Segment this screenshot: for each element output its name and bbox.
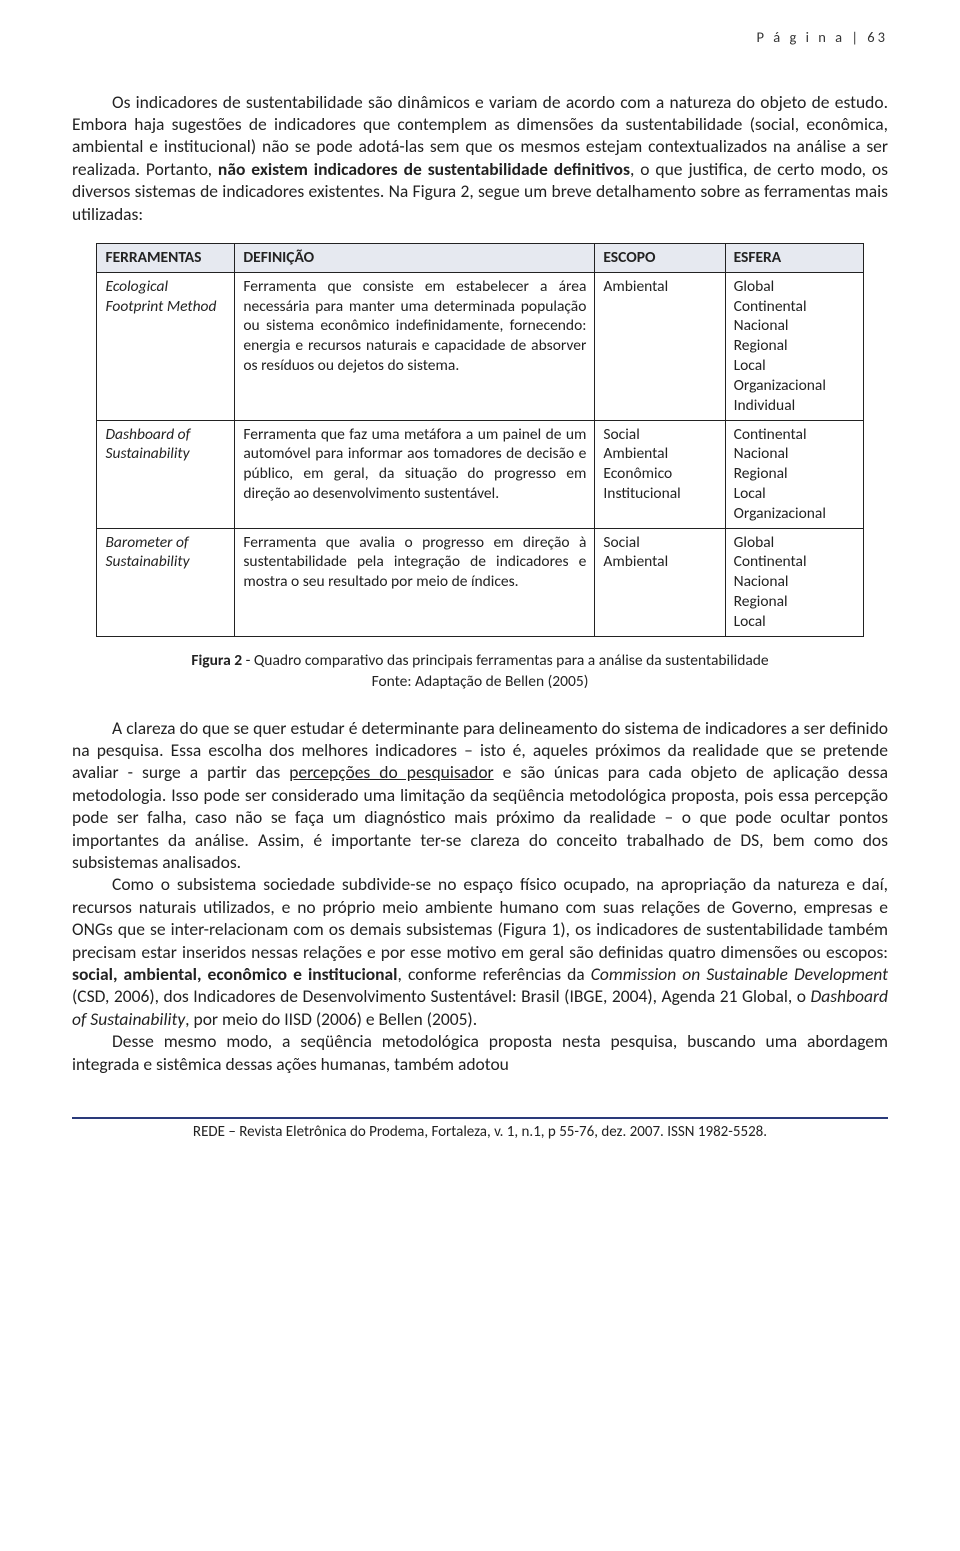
footer-divider	[72, 1117, 888, 1119]
col-header-escopo: ESCOPO	[595, 243, 725, 272]
page-number-header: P á g i n a | 63	[72, 28, 888, 47]
col-header-ferramentas: FERRAMENTAS	[97, 243, 235, 272]
body-paragraph-3: Como o subsistema sociedade subdivide-se…	[72, 873, 888, 1030]
text-span: Desse mesmo modo, a seqüência metodológi…	[72, 1030, 888, 1074]
caption-text: - Quadro comparativo das principais ferr…	[242, 651, 769, 670]
figure-caption: Figura 2 - Quadro comparativo das princi…	[72, 651, 888, 693]
col-header-definicao: DEFINIÇÃO	[235, 243, 595, 272]
cell-sphere: Continental Nacional Regional Local Orga…	[725, 420, 863, 528]
cell-scope: Social Ambiental Econômico Institucional	[595, 420, 725, 528]
cell-tool: Ecological Footprint Method	[97, 272, 235, 420]
col-header-esfera: ESFERA	[725, 243, 863, 272]
text-span: (CSD, 2006), dos Indicadores de Desenvol…	[72, 985, 810, 1007]
table-row: Ecological Footprint Method Ferramenta q…	[97, 272, 863, 420]
text-bold: social, ambiental, econômico e instituci…	[72, 963, 398, 985]
cell-scope: Social Ambiental	[595, 528, 725, 636]
text-span: , conforme referências da	[398, 963, 591, 985]
cell-sphere: Global Continental Nacional Regional Loc…	[725, 528, 863, 636]
intro-paragraph: Os indicadores de sustentabilidade são d…	[72, 91, 888, 225]
page-footer: REDE – Revista Eletrônica do Prodema, Fo…	[72, 1123, 888, 1142]
text-underline: percepções do pesquisador	[289, 761, 493, 783]
cell-tool: Dashboard of Sustainability	[97, 420, 235, 528]
tools-table: FERRAMENTAS DEFINIÇÃO ESCOPO ESFERA Ecol…	[96, 243, 863, 637]
cell-definition: Ferramenta que consiste em estabelecer a…	[235, 272, 595, 420]
cell-sphere: Global Continental Nacional Regional Loc…	[725, 272, 863, 420]
cell-definition: Ferramenta que faz uma metáfora a um pai…	[235, 420, 595, 528]
table-row: Dashboard of Sustainability Ferramenta q…	[97, 420, 863, 528]
body-paragraph-4: Desse mesmo modo, a seqüência metodológi…	[72, 1030, 888, 1075]
text-span: Como o subsistema sociedade subdivide-se…	[72, 873, 888, 962]
caption-figure-label: Figura 2	[191, 651, 242, 670]
cell-definition: Ferramenta que avalia o progresso em dir…	[235, 528, 595, 636]
cell-tool: Barometer of Sustainability	[97, 528, 235, 636]
caption-source: Fonte: Adaptação de Bellen (2005)	[372, 672, 589, 691]
text-italic: Commission on Sustainable Development	[591, 963, 888, 985]
table-row: Barometer of Sustainability Ferramenta q…	[97, 528, 863, 636]
text-span: , por meio do IISD (2006) e Bellen (2005…	[185, 1008, 477, 1030]
cell-scope: Ambiental	[595, 272, 725, 420]
table-header-row: FERRAMENTAS DEFINIÇÃO ESCOPO ESFERA	[97, 243, 863, 272]
body-paragraph-2: A clareza do que se quer estudar é deter…	[72, 717, 888, 874]
text-bold: não existem indicadores de sustentabilid…	[218, 158, 630, 180]
